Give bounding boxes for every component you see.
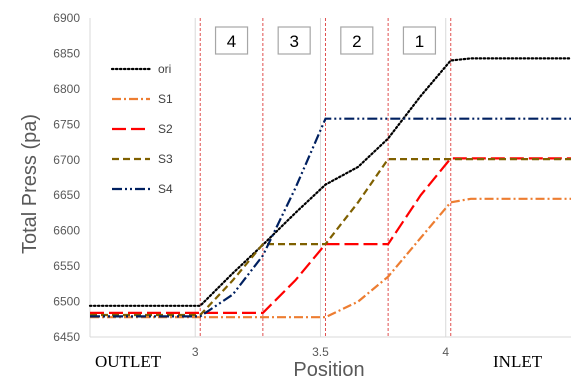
zone-boundaries: 4 3 2 1 xyxy=(199,18,452,337)
legend-label-S2: S2 xyxy=(158,122,173,136)
zone-box-2 xyxy=(340,26,374,55)
x-axis-label: Position xyxy=(293,359,364,381)
tick-labels: 6450 6500 6550 6600 6650 6700 6750 6800 6850 6900… xyxy=(53,11,449,359)
series-line-ori xyxy=(88,57,573,307)
y-tick-label-7: 6800 xyxy=(53,82,80,96)
grid-lines xyxy=(89,18,571,338)
series-line-S2 xyxy=(90,157,571,314)
y-tick-label-1: 6500 xyxy=(53,295,80,309)
series-line-S1 xyxy=(90,197,571,319)
y-tick-label-5: 6700 xyxy=(53,153,80,167)
zone-box-4 xyxy=(214,26,249,55)
y-tick-label-4: 6650 xyxy=(53,188,80,202)
legend-label-ori: ori xyxy=(158,62,171,76)
zone-label-1: 1 xyxy=(415,32,424,51)
zone-box-3 xyxy=(277,26,311,55)
zone-label-3: 3 xyxy=(289,32,298,51)
legend: ori S1 S2 S3 S4 xyxy=(110,62,173,196)
y-tick-label-2: 6550 xyxy=(53,259,80,273)
y-tick-label-3: 6600 xyxy=(53,224,80,238)
x-tick-label-2: 4 xyxy=(442,345,449,359)
series-line-S4 xyxy=(90,117,571,318)
y-tick-label-9: 6900 xyxy=(53,11,80,25)
x-tick-label-1: 3.5 xyxy=(312,345,329,359)
outlet-label: OUTLET xyxy=(95,352,162,371)
legend-label-S4: S4 xyxy=(158,182,173,196)
inlet-label: INLET xyxy=(493,352,543,371)
y-tick-label-8: 6850 xyxy=(53,46,80,60)
y-axis-label: Total Press (pa) xyxy=(19,114,41,254)
legend-label-S3: S3 xyxy=(158,152,173,166)
series-line-S3 xyxy=(90,158,571,317)
series-lines xyxy=(88,57,573,319)
zone-label-2: 2 xyxy=(352,32,361,51)
zone-label-4: 4 xyxy=(227,32,236,51)
y-tick-label-0: 6450 xyxy=(53,330,80,344)
zone-box-1 xyxy=(402,26,437,55)
x-tick-label-0: 3 xyxy=(192,345,199,359)
legend-label-S1: S1 xyxy=(158,92,173,106)
y-tick-label-6: 6750 xyxy=(53,117,80,131)
